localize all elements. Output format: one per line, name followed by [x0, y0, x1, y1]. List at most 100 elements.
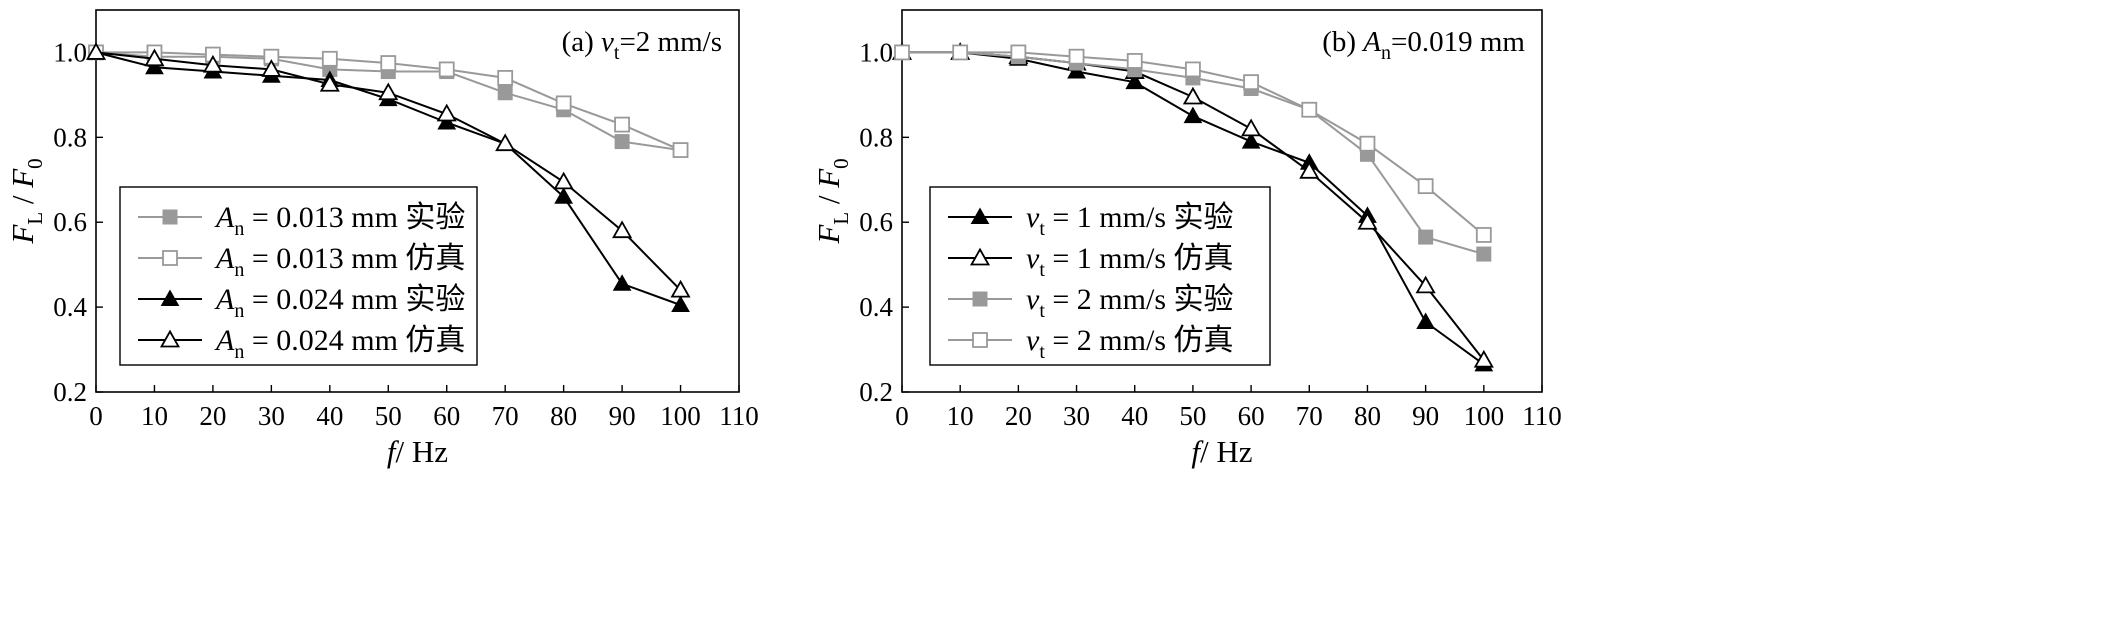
legend-label-sub: t — [1039, 218, 1045, 240]
legend-label-var: A — [214, 283, 235, 316]
legend-label-var: v — [1026, 242, 1040, 275]
legend-label-rest: = 0.024 mm 实验 — [244, 283, 465, 316]
y-axis-title-var: F — [811, 224, 846, 245]
legend-marker — [162, 209, 178, 225]
panel-label-prefix: (b) — [1322, 26, 1363, 58]
data-point — [261, 59, 282, 77]
x-tick-label: 50 — [1179, 401, 1206, 431]
legend-item: An = 0.013 mm 仿真 — [138, 242, 465, 281]
legend-label-var: v — [1026, 283, 1040, 316]
data-point — [1243, 74, 1259, 91]
y-axis-title: FL / F0 — [5, 158, 47, 244]
x-tick-label: 110 — [1522, 401, 1562, 431]
x-tick-label: 40 — [1121, 401, 1148, 431]
legend-item: An = 0.013 mm 实验 — [138, 201, 465, 240]
legend-label-sub: n — [234, 259, 244, 281]
data-point — [436, 103, 457, 122]
data-point — [202, 54, 223, 73]
data-point — [1126, 53, 1143, 69]
legend-label-rest: = 2 mm/s 实验 — [1045, 283, 1234, 316]
data-point — [1125, 72, 1145, 90]
legend-item: An = 0.024 mm 实验 — [138, 283, 465, 322]
legend-label-rest: = 1 mm/s 实验 — [1045, 201, 1234, 234]
legend-marker — [159, 329, 181, 348]
y-axis-title-var: F — [5, 224, 40, 245]
legend-item: vt = 1 mm/s 仿真 — [948, 242, 1234, 281]
data-point — [614, 116, 630, 133]
data-point — [671, 295, 690, 312]
x-tick-label: 20 — [199, 401, 226, 431]
chart-panel-a: 0 10 20 30 40 50 60 70 80 90 100 110 0.2 0.4 0.6 0.8 1.0… — [5, 9, 759, 469]
y-tick-label: 0.4 — [859, 292, 893, 322]
y-axis-title-sub2: 0 — [829, 158, 853, 169]
data-point — [380, 55, 397, 71]
series-1 — [88, 44, 689, 158]
legend-label: vt = 1 mm/s 仿真 — [1026, 242, 1234, 281]
series-3 — [85, 42, 691, 298]
legend-label-sub: t — [1039, 259, 1045, 281]
data-point — [554, 187, 573, 204]
data-point — [1416, 312, 1435, 329]
legend-item: An = 0.024 mm 仿真 — [138, 324, 465, 363]
data-point — [1475, 227, 1492, 243]
x-tick-label: 10 — [141, 401, 168, 431]
data-point — [145, 57, 164, 75]
data-point — [1068, 48, 1085, 65]
data-point — [1301, 101, 1318, 118]
y-tick-label: 0.4 — [53, 292, 87, 322]
legend-label-rest: = 0.024 mm 仿真 — [244, 324, 465, 357]
legend-marker — [162, 250, 178, 266]
y-tick-label: 1.0 — [859, 37, 893, 67]
x-axis-title: f/ Hz — [387, 434, 448, 469]
data-point — [495, 133, 516, 152]
x-tick-label: 80 — [550, 401, 577, 431]
panel-label-sub: n — [1381, 42, 1391, 64]
data-point — [1473, 349, 1494, 368]
data-point — [1476, 246, 1492, 262]
legend-label-sub: t — [1039, 300, 1045, 322]
y-tick-label: 1.0 — [53, 37, 87, 67]
x-tick-label: 70 — [1296, 401, 1323, 431]
plot-frame — [95, 9, 740, 393]
y-axis-title-sep: / — [5, 188, 40, 212]
data-point — [1418, 229, 1434, 245]
data-point — [555, 95, 572, 112]
legend-label-var: v — [1026, 324, 1040, 357]
panel-label-prefix: (a) — [562, 26, 601, 58]
x-tick-label: 60 — [433, 401, 460, 431]
panel-label-rest: =0.019 mm — [1391, 26, 1525, 58]
y-tick-label: 0.2 — [859, 377, 893, 407]
data-point — [1357, 211, 1378, 230]
x-tick-label: 30 — [1063, 401, 1090, 431]
data-point — [144, 48, 165, 67]
x-tick-label: 80 — [1354, 401, 1381, 431]
legend-item: vt = 1 mm/s 实验 — [948, 201, 1234, 240]
x-tick-label: 60 — [1238, 401, 1265, 431]
y-tick-label: 0.8 — [53, 122, 87, 152]
legend-label-rest: = 1 mm/s 仿真 — [1045, 242, 1234, 275]
legend-label: An = 0.024 mm 仿真 — [214, 324, 465, 363]
legend-label-sub: n — [234, 218, 244, 240]
data-point — [1417, 178, 1434, 195]
data-point — [952, 44, 969, 61]
data-point — [1359, 135, 1376, 152]
data-point — [1241, 132, 1261, 149]
x-tick-label: 40 — [316, 401, 343, 431]
x-axis-title-rest: / Hz — [396, 434, 449, 469]
legend-marker — [969, 247, 991, 266]
data-point — [1241, 118, 1262, 137]
legend-marker — [972, 291, 988, 307]
data-point — [612, 220, 633, 239]
legend-marker — [970, 207, 990, 224]
data-point — [672, 142, 689, 158]
x-tick-label: 30 — [258, 401, 285, 431]
panel-label-var: v — [601, 26, 614, 58]
y-tick-label: 0.2 — [53, 377, 87, 407]
x-tick-label: 0 — [895, 401, 909, 431]
legend-marker — [160, 289, 180, 306]
legend-label: An = 0.024 mm 实验 — [214, 283, 465, 322]
series-3 — [894, 44, 1492, 243]
legend-label-rest: = 2 mm/s 仿真 — [1045, 324, 1234, 357]
legend-label-var: A — [214, 242, 235, 275]
